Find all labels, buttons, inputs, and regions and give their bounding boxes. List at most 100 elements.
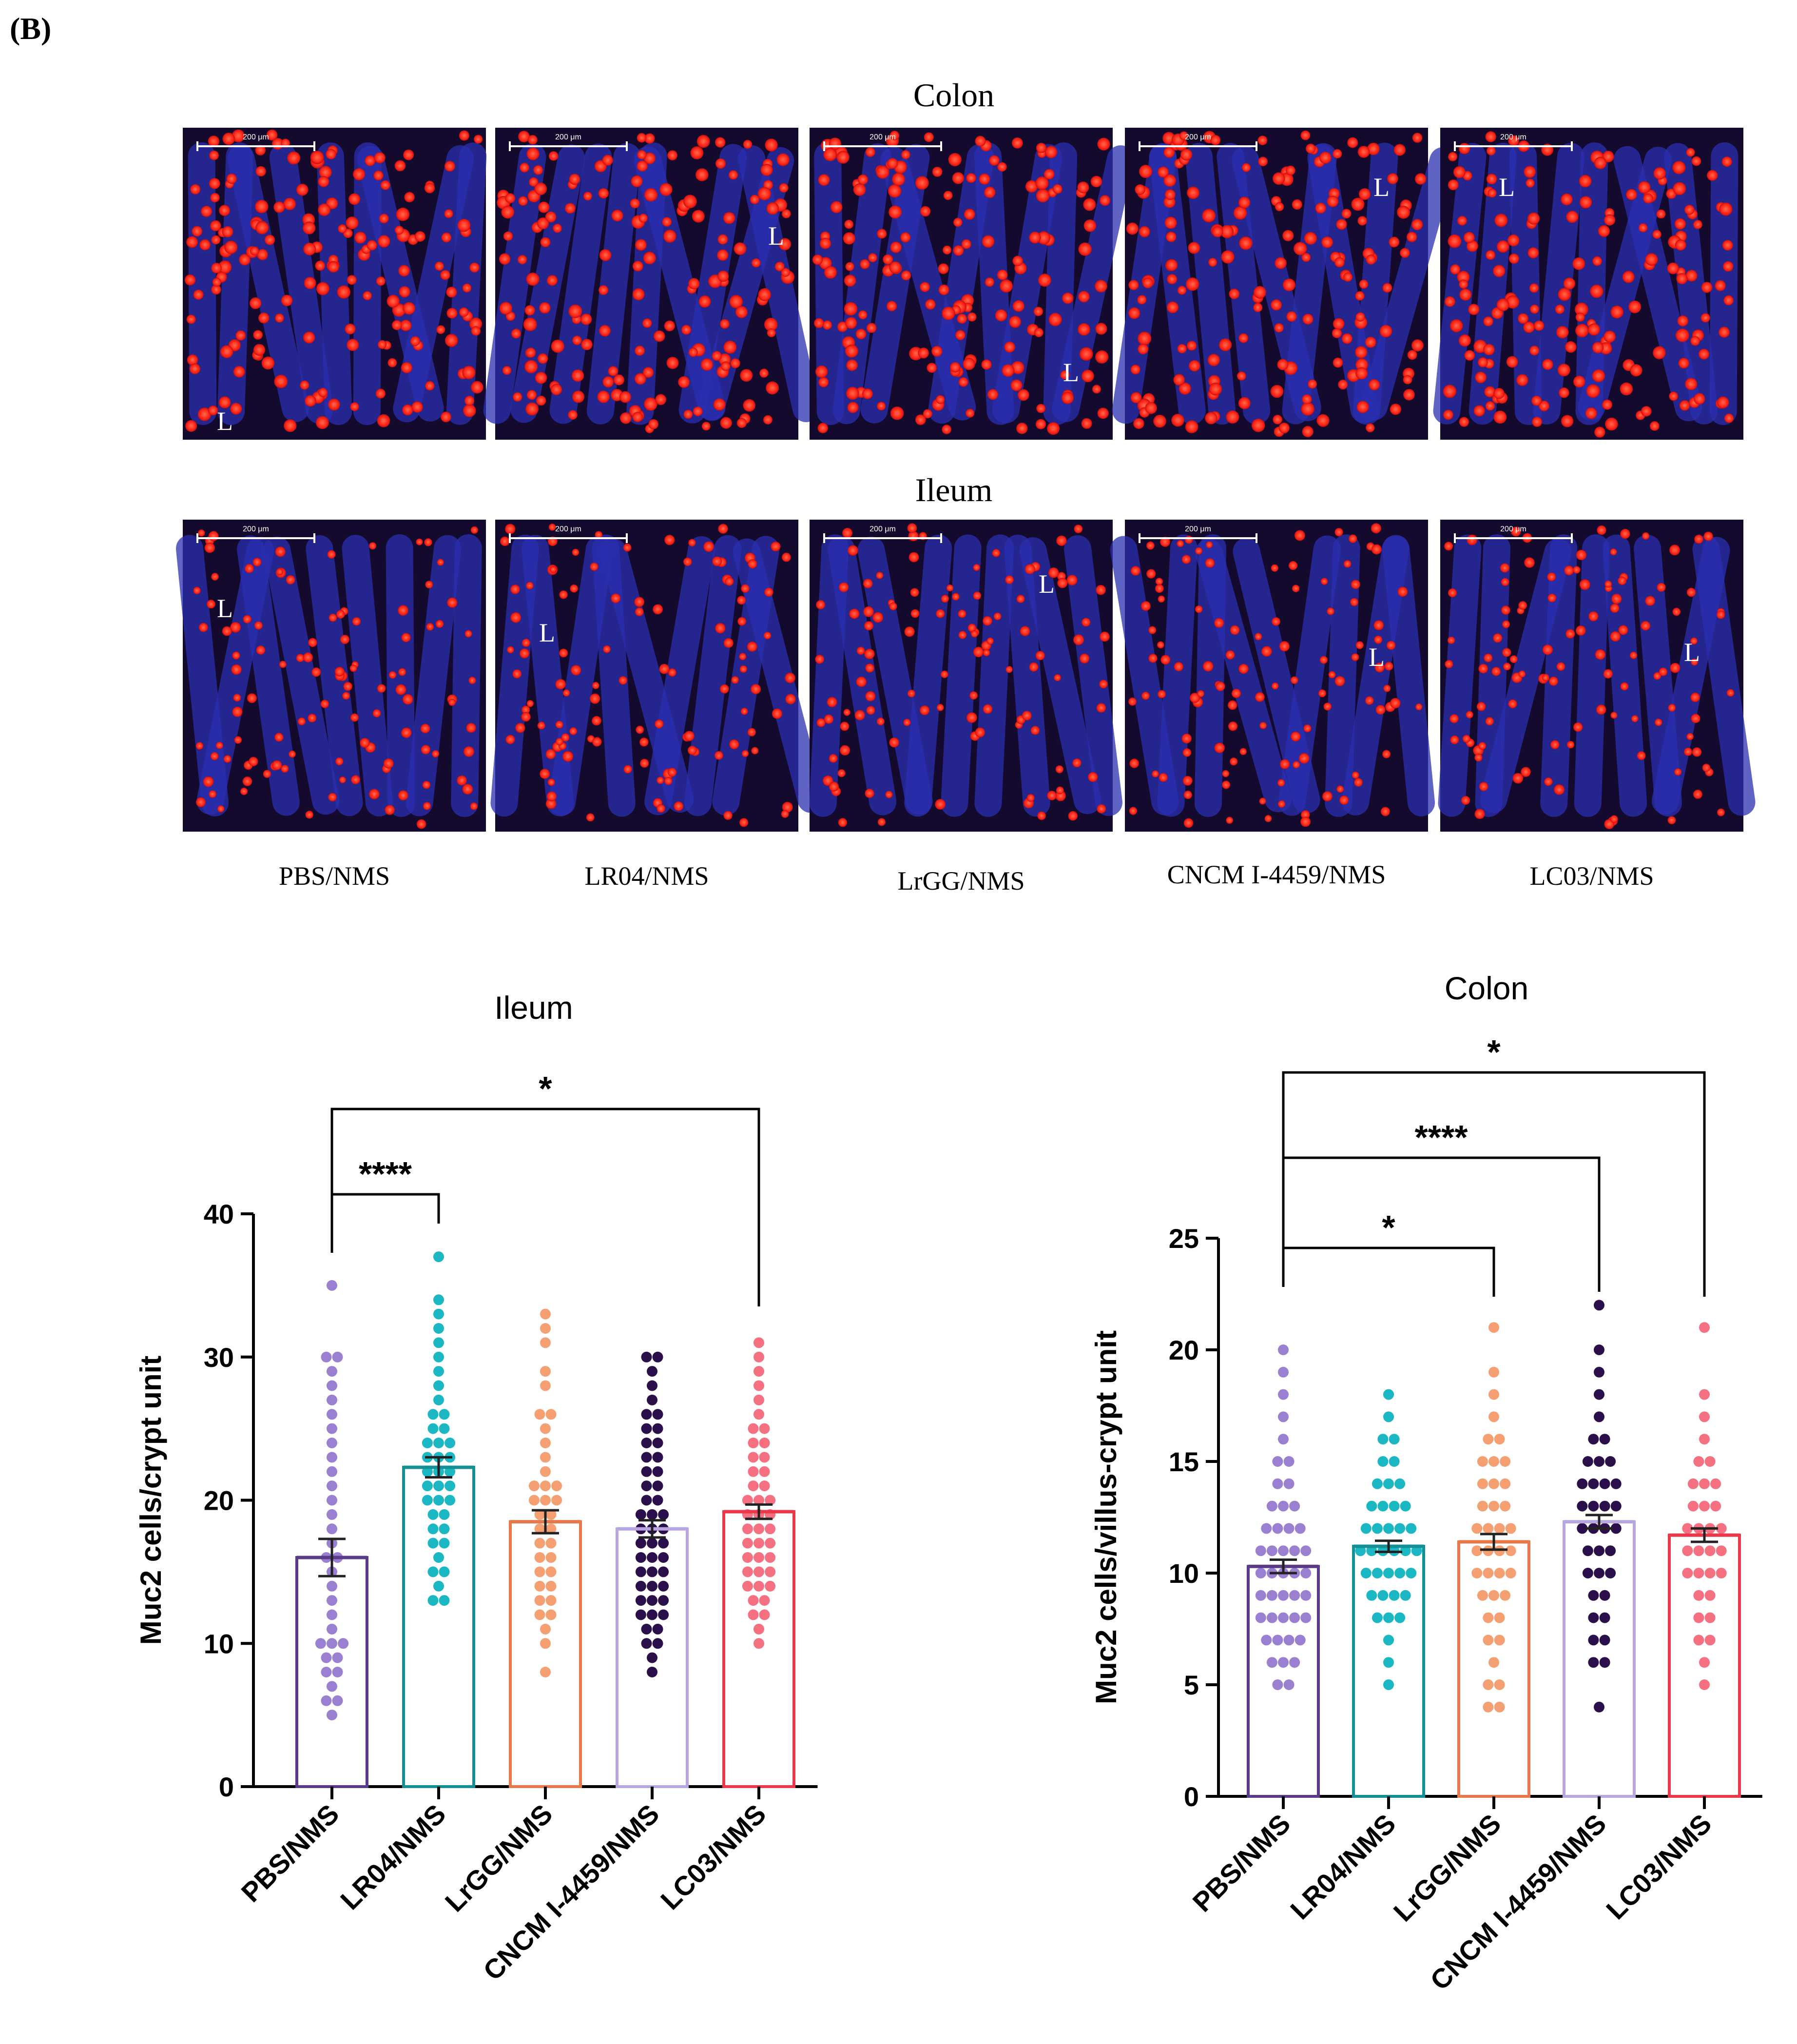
data-point xyxy=(1278,1500,1289,1512)
y-tick-label: 10 xyxy=(1169,1558,1199,1589)
data-point xyxy=(332,1667,343,1677)
bar-group-pbs-nms xyxy=(295,1280,368,1788)
muc2-cell xyxy=(462,283,472,292)
muc2-cell xyxy=(1474,754,1483,762)
micrograph-group-label-lr04-nms: LR04/NMS xyxy=(584,861,709,891)
muc2-cell xyxy=(343,681,352,691)
muc2-cell xyxy=(1323,702,1332,711)
data-point xyxy=(641,1480,652,1492)
tissue-crypt xyxy=(1438,534,1482,817)
muc2-cell xyxy=(664,535,675,545)
muc2-cell xyxy=(1506,356,1518,368)
muc2-cell xyxy=(1205,412,1217,425)
muc2-cell xyxy=(983,649,990,657)
tissue-crypt xyxy=(992,144,1063,424)
data-point xyxy=(439,1509,450,1520)
muc2-cell xyxy=(1685,378,1698,390)
muc2-cell xyxy=(782,552,791,562)
significance-bracket xyxy=(1282,1246,1495,1297)
muc2-cell xyxy=(1493,410,1507,424)
data-point xyxy=(1266,1500,1277,1512)
y-tick-label: 0 xyxy=(219,1771,234,1802)
muc2-cell xyxy=(432,750,439,758)
tissue-crypt xyxy=(393,145,474,423)
muc2-cell xyxy=(1679,400,1690,411)
muc2-cell xyxy=(1564,565,1574,576)
data-point xyxy=(742,1523,753,1535)
muc2-cell xyxy=(1333,318,1345,330)
muc2-cell xyxy=(1271,564,1278,572)
data-point xyxy=(1394,1612,1406,1623)
data-point xyxy=(647,1609,657,1620)
muc2-cell xyxy=(550,384,562,395)
muc2-cell xyxy=(1448,636,1455,644)
muc2-cell xyxy=(1099,680,1108,689)
muc2-cell xyxy=(1518,601,1527,610)
muc2-cell xyxy=(377,414,390,428)
muc2-cell xyxy=(209,178,220,189)
muc2-cell xyxy=(1334,528,1343,537)
muc2-cell xyxy=(1684,747,1692,756)
muc2-cell xyxy=(539,302,551,314)
muc2-cell xyxy=(435,620,444,628)
muc2-cell xyxy=(196,797,206,807)
muc2-cell xyxy=(737,617,746,626)
muc2-cell xyxy=(876,718,885,725)
muc2-cell xyxy=(637,150,647,160)
data-point xyxy=(1505,1523,1516,1534)
muc2-cell xyxy=(1355,641,1364,649)
muc2-cell xyxy=(1444,542,1453,551)
muc2-cell xyxy=(569,727,578,735)
muc2-cell xyxy=(1668,704,1676,712)
data-point xyxy=(1278,1344,1289,1355)
tissue-crypt xyxy=(586,143,641,425)
panel-label: (B) xyxy=(10,11,51,46)
data-point xyxy=(1272,1635,1283,1646)
data-point xyxy=(1278,1612,1289,1623)
muc2-cell xyxy=(847,402,859,413)
muc2-cell xyxy=(583,192,592,201)
muc2-cell xyxy=(1590,284,1604,298)
muc2-cell xyxy=(1691,659,1698,666)
muc2-cell xyxy=(1130,392,1142,404)
muc2-cell xyxy=(1343,560,1352,568)
muc2-cell xyxy=(740,369,753,382)
muc2-cell xyxy=(845,317,857,329)
muc2-cell xyxy=(876,572,884,579)
muc2-cell xyxy=(1667,816,1676,824)
muc2-cell xyxy=(1359,279,1369,289)
muc2-cell xyxy=(425,581,433,589)
muc2-cell xyxy=(765,138,778,152)
muc2-cell xyxy=(441,411,451,423)
data-point xyxy=(1400,1545,1411,1557)
muc2-cell xyxy=(186,314,196,324)
muc2-cell xyxy=(635,239,647,251)
muc2-cell xyxy=(1095,350,1109,364)
muc2-cell xyxy=(920,206,931,217)
muc2-cell xyxy=(1393,144,1406,156)
muc2-cell xyxy=(1177,286,1187,295)
data-point xyxy=(540,1623,551,1635)
muc2-cell xyxy=(776,153,790,166)
muc2-cell xyxy=(352,617,361,626)
muc2-cell xyxy=(392,320,402,331)
muc2-cell xyxy=(763,632,772,640)
muc2-cell xyxy=(400,319,412,331)
muc2-cell xyxy=(1257,136,1268,145)
data-point xyxy=(635,1595,646,1606)
lumen-marker: L xyxy=(1039,569,1055,599)
muc2-cell xyxy=(572,548,580,556)
muc2-cell xyxy=(283,197,296,211)
muc2-cell xyxy=(305,811,313,819)
muc2-cell xyxy=(759,369,769,378)
muc2-cell xyxy=(856,646,865,655)
muc2-cell xyxy=(1275,202,1284,212)
muc2-cell xyxy=(1341,209,1352,219)
muc2-cell xyxy=(1561,415,1574,428)
muc2-cell xyxy=(1061,391,1074,404)
muc2-cell xyxy=(860,259,870,269)
muc2-cell xyxy=(423,802,431,810)
muc2-cell xyxy=(818,377,829,388)
tissue-crypt xyxy=(828,536,897,816)
